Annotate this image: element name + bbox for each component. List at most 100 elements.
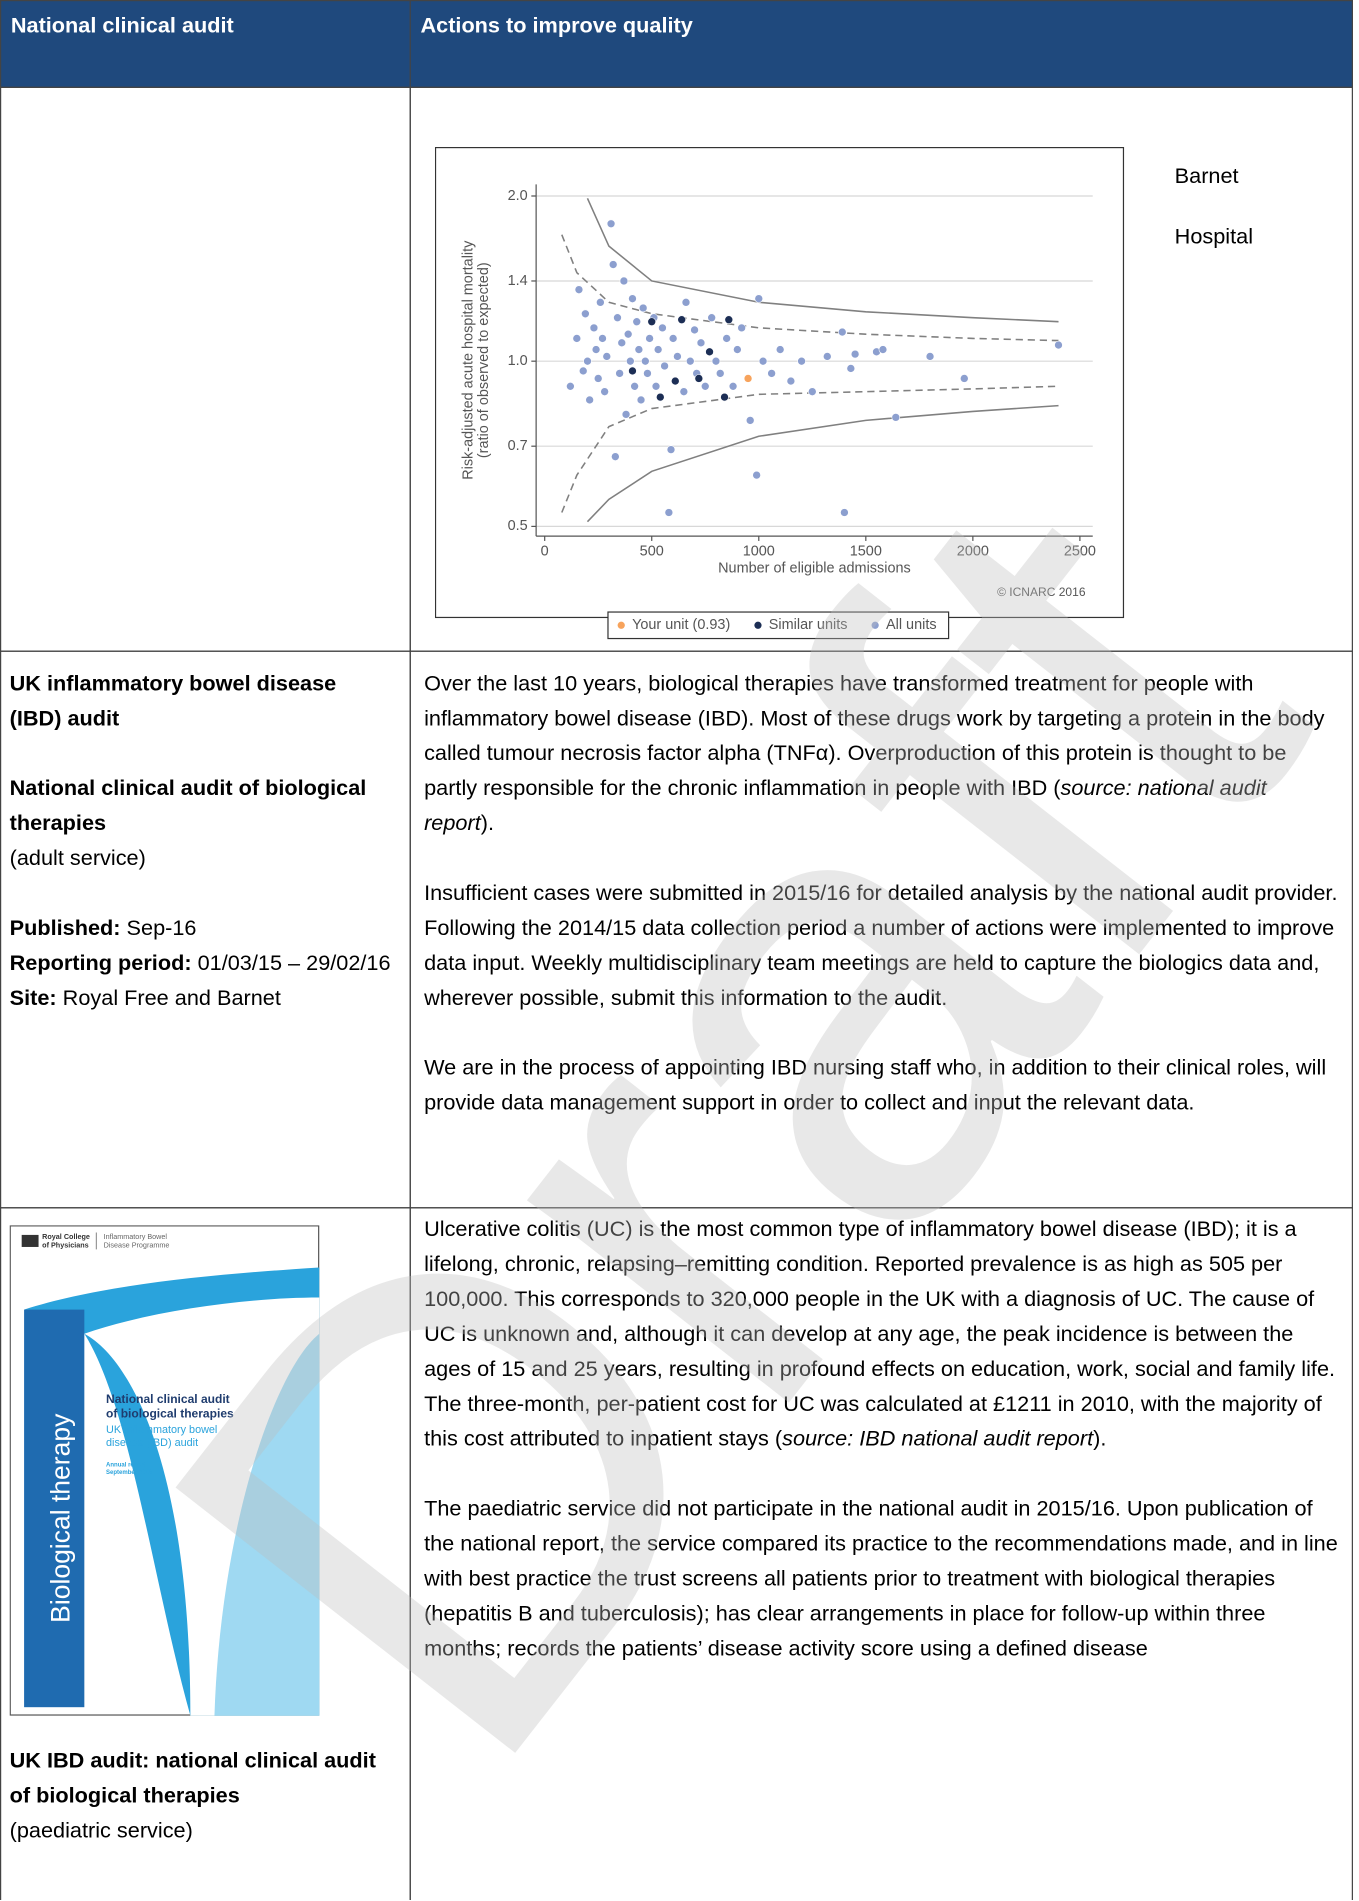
cover-report: September 2016: [106, 1470, 153, 1476]
legend-marker: [872, 622, 879, 629]
data-point: [701, 382, 709, 390]
y-tick-label: 1.4: [508, 273, 528, 289]
chart-frame: [436, 148, 1124, 618]
data-point: [599, 334, 607, 342]
data-point: [1055, 341, 1063, 349]
x-tick-label: 0: [541, 544, 549, 560]
data-point: [723, 334, 731, 342]
paragraph-text: Insufficient cases were submitted in 201…: [424, 881, 1337, 1010]
table-header: Actions to improve quality: [410, 0, 1353, 88]
paragraph: Insufficient cases were submitted in 201…: [424, 876, 1342, 1016]
data-point: [654, 346, 662, 354]
data-point: [808, 388, 816, 396]
data-point: [618, 339, 626, 347]
logo: [22, 1235, 39, 1247]
data-point: [631, 382, 639, 390]
service: (adult service): [10, 846, 146, 870]
data-point: [960, 375, 968, 383]
data-point: [926, 352, 934, 360]
paragraph-text: Ulcerative colitis (UC) is the most comm…: [424, 1217, 1335, 1451]
x-axis-label: Number of eligible admissions: [718, 560, 911, 576]
cell-text: UK IBD audit: national clinical audit of…: [10, 1743, 402, 1848]
data-point: [669, 334, 677, 342]
paragraph-text: The paediatric service did not participa…: [424, 1496, 1338, 1660]
legend-label: Similar units: [769, 617, 848, 633]
paragraph-text: ).: [481, 811, 494, 835]
y-tick-label: 0.7: [508, 438, 528, 454]
data-point: [755, 295, 763, 303]
audit-title: National clinical audit of biological th…: [10, 776, 367, 835]
value: Sep-16: [127, 916, 197, 940]
service: (paediatric service): [10, 1818, 193, 1842]
data-point: [667, 446, 675, 454]
audit-title: UK inflammatory bowel disease (IBD) audi…: [10, 671, 337, 730]
data-point: [566, 382, 574, 390]
data-point: [594, 375, 602, 383]
report-cover: Royal College of Physicians Inflammatory…: [10, 1225, 321, 1717]
data-point: [641, 357, 649, 365]
data-point: [658, 324, 666, 332]
data-point: [586, 396, 594, 404]
data-point: [759, 357, 767, 365]
data-point: [776, 346, 784, 354]
y-tick-label: 1.0: [508, 353, 528, 369]
data-point: [611, 453, 619, 461]
data-point: [787, 377, 795, 385]
data-point: [573, 334, 581, 342]
data-point: [607, 220, 615, 228]
data-point: [716, 369, 724, 377]
data-point: [768, 369, 776, 377]
cover-title: of biological therapies: [106, 1407, 234, 1421]
data-point: [603, 352, 611, 360]
value: Royal Free and Barnet: [63, 986, 281, 1010]
data-point: [840, 509, 848, 517]
data-point: [744, 375, 752, 383]
data-point: [725, 316, 733, 324]
cover-subtitle: UK inflammatory bowel: [106, 1424, 217, 1436]
data-point: [581, 310, 589, 318]
side-label: Hospital: [1175, 219, 1253, 254]
data-point: [686, 357, 694, 365]
data-point: [678, 316, 686, 324]
table-header: National clinical audit: [0, 0, 411, 88]
data-point: [851, 350, 859, 358]
data-point: [633, 318, 641, 326]
data-point: [635, 346, 643, 354]
data-point: [646, 334, 654, 342]
data-point: [639, 304, 647, 312]
data-point: [596, 298, 604, 306]
data-point: [847, 364, 855, 372]
legend-marker: [754, 622, 761, 629]
source-note: source: IBD national audit report: [782, 1426, 1093, 1450]
data-point: [643, 369, 651, 377]
cell-text: Over the last 10 years, biological thera…: [424, 666, 1342, 1155]
data-point: [637, 396, 645, 404]
data-point: [590, 324, 598, 332]
data-point: [624, 330, 632, 338]
paragraph: Over the last 10 years, biological thera…: [424, 666, 1342, 841]
data-point: [746, 416, 754, 424]
data-point: [620, 277, 628, 285]
legend-label: Your unit (0.93): [632, 617, 730, 633]
cover-spine-title: Biological therapy: [46, 1413, 76, 1623]
cover-report: Annual report: [106, 1463, 145, 1469]
y-tick-label: 2.0: [508, 188, 528, 204]
data-point: [616, 369, 624, 377]
cover-programme: Disease Programme: [104, 1241, 170, 1250]
data-point: [661, 362, 669, 370]
data-point: [673, 352, 681, 360]
data-point: [823, 352, 831, 360]
data-point: [695, 375, 703, 383]
data-point: [671, 377, 679, 385]
paragraph: Ulcerative colitis (UC) is the most comm…: [424, 1212, 1342, 1457]
paragraph-text: We are in the process of appointing IBD …: [424, 1055, 1326, 1114]
document-page: National clinical audit Actions to impro…: [0, 0, 1359, 1900]
x-tick-label: 1500: [850, 544, 882, 560]
data-point: [721, 393, 729, 401]
cell-text: UK inflammatory bowel disease (IBD) audi…: [10, 666, 393, 1015]
cover-org: of Physicians: [42, 1241, 89, 1250]
data-point: [879, 346, 887, 354]
paragraph: The paediatric service did not participa…: [424, 1492, 1342, 1667]
data-point: [584, 357, 592, 365]
